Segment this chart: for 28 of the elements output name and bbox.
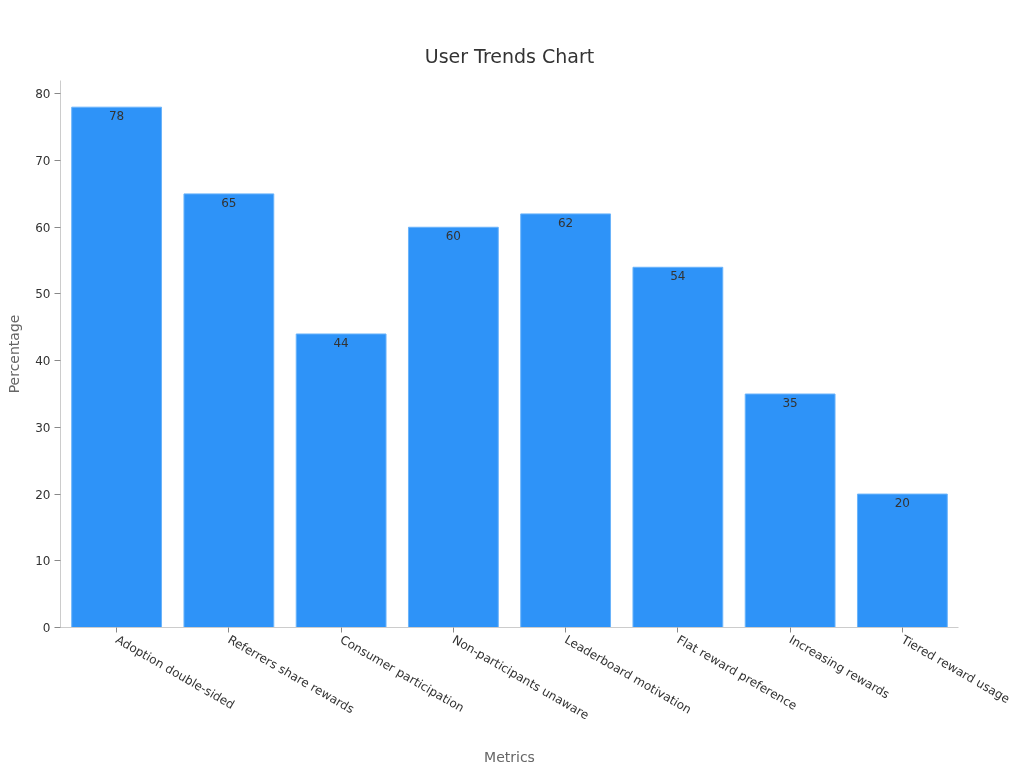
bar (856, 493, 948, 628)
data-label: 20 (894, 496, 911, 511)
bar (295, 333, 387, 628)
y-tick-label: 30 (35, 420, 51, 435)
bar (407, 226, 499, 628)
x-axis-title: Metrics (484, 749, 535, 766)
bar (520, 213, 612, 628)
bar (632, 266, 724, 628)
y-tick-label: 50 (35, 287, 51, 302)
y-tick-label: 0 (42, 621, 51, 635)
chart-title: User Trends Chart (424, 44, 595, 67)
y-tick-label: 70 (35, 154, 51, 169)
data-label: 35 (782, 396, 798, 411)
y-tick-label: 60 (35, 220, 51, 235)
y-axis-title: Percentage (6, 314, 23, 394)
data-label: 78 (108, 109, 125, 124)
y-tick-label: 20 (35, 487, 51, 502)
data-label: 62 (557, 215, 574, 230)
bar (744, 393, 836, 628)
data-label: 65 (221, 195, 237, 210)
data-label: 60 (445, 229, 462, 244)
y-tick-label: 80 (35, 87, 51, 102)
y-tick-label: 40 (35, 354, 51, 369)
bar (71, 106, 163, 628)
data-label: 44 (333, 335, 349, 350)
bar (183, 193, 275, 628)
data-label: 54 (670, 269, 686, 284)
y-tick-label: 10 (35, 554, 51, 569)
